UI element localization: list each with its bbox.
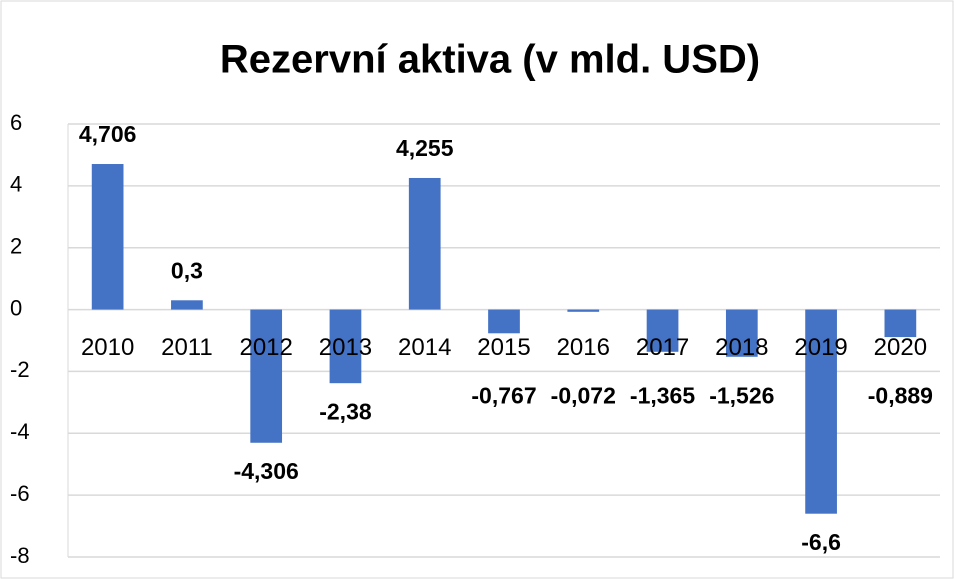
x-tick-label: 2012 <box>239 334 292 361</box>
x-tick-label: 2020 <box>874 334 927 361</box>
value-label: 0,3 <box>171 257 203 283</box>
y-tick-label: -8 <box>10 543 30 568</box>
bar <box>567 309 600 312</box>
y-tick-label: -6 <box>10 481 30 506</box>
y-tick-label: 2 <box>10 234 22 259</box>
x-tick-label: 2017 <box>636 334 689 361</box>
x-tick-label: 2011 <box>161 334 213 361</box>
y-tick-label: -4 <box>10 419 30 444</box>
value-label: 4,706 <box>79 121 137 147</box>
bar <box>805 309 837 514</box>
x-tick-label: 2014 <box>398 334 451 361</box>
x-tick-label: 2010 <box>81 334 134 361</box>
x-tick-label: 2016 <box>557 334 610 361</box>
value-label: -0,072 <box>551 383 616 409</box>
value-label: -6,6 <box>801 529 841 555</box>
value-label: -0,767 <box>471 383 536 409</box>
value-label: -1,365 <box>630 383 695 409</box>
y-tick-label: 4 <box>10 172 22 197</box>
bar <box>884 309 917 338</box>
value-label: -1,526 <box>709 383 774 409</box>
y-tick-label: 0 <box>10 295 22 320</box>
bar <box>91 164 124 310</box>
bar <box>408 177 441 310</box>
bar <box>171 300 203 310</box>
value-label: -4,306 <box>234 458 299 484</box>
bar <box>329 309 362 384</box>
bar <box>646 309 679 352</box>
bar <box>725 309 758 357</box>
x-tick-label: 2018 <box>715 334 768 361</box>
x-tick-label: 2013 <box>319 334 372 361</box>
x-tick-label: 2019 <box>794 334 847 361</box>
bar <box>250 309 283 443</box>
value-label: 4,255 <box>396 135 454 161</box>
x-tick-label: 2015 <box>477 334 530 361</box>
y-tick-label: -2 <box>10 357 30 382</box>
value-label: -0,889 <box>868 383 933 409</box>
y-tick-label: 6 <box>10 110 22 135</box>
bar <box>488 309 520 334</box>
value-label: -2,38 <box>319 398 372 424</box>
chart-title: Rezervní aktiva (v mld. USD) <box>220 38 760 82</box>
